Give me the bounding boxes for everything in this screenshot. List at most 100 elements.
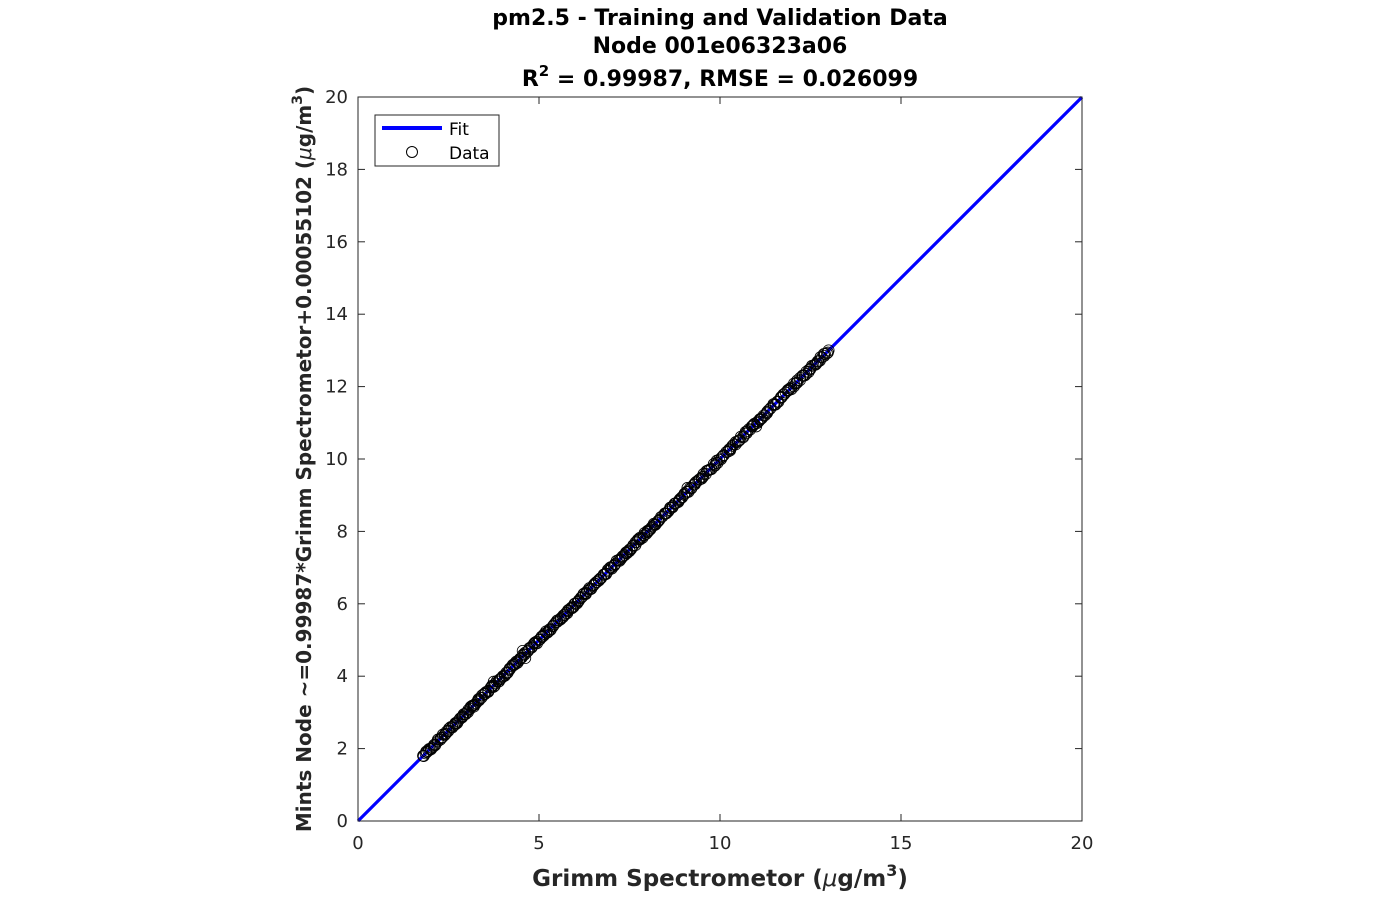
y-tick-label: 2 <box>337 739 348 760</box>
data-point <box>548 618 561 631</box>
data-point <box>797 369 810 382</box>
y-axis-label-mu: μ <box>292 147 316 161</box>
data-point <box>822 344 835 357</box>
data-point <box>688 478 701 491</box>
data-point <box>536 630 549 643</box>
data-point <box>630 536 643 549</box>
data-point <box>504 663 516 675</box>
x-tick-label: 15 <box>890 833 913 854</box>
legend-box <box>374 114 500 167</box>
plot-frame <box>357 96 1083 822</box>
data-point <box>547 619 560 632</box>
data-point <box>703 463 716 476</box>
data-point <box>750 420 763 433</box>
data-point <box>681 485 694 498</box>
data-point <box>638 529 650 541</box>
legend: Fit Data <box>374 114 500 167</box>
data-point <box>482 684 495 697</box>
y-tick-label: 10 <box>325 449 348 470</box>
data-point <box>591 576 603 588</box>
data-point <box>768 398 781 411</box>
data-point <box>605 561 618 574</box>
data-point <box>475 692 487 704</box>
data-point <box>431 735 444 748</box>
data-point <box>667 500 679 512</box>
data-point <box>580 587 592 599</box>
data-point <box>775 391 788 404</box>
x-axis-label: Grimm Spectrometor (μg/m3) <box>532 861 908 892</box>
data-point <box>576 590 589 603</box>
data-point <box>616 550 629 563</box>
data-point <box>551 616 563 628</box>
data-point <box>598 568 611 581</box>
data-point <box>739 427 752 440</box>
data-point <box>696 471 708 484</box>
data-point <box>594 572 607 585</box>
x-axis-label-suffix: ) <box>897 866 908 892</box>
data-point <box>529 637 542 650</box>
data-point <box>515 652 527 664</box>
data-point <box>511 655 524 668</box>
data-point <box>782 384 795 397</box>
y-axis-label-prefix: Mints Node ~=0.99987*Grimm Spectrometor+… <box>292 160 316 832</box>
y-tick-label: 6 <box>337 594 348 615</box>
data-point <box>478 688 491 701</box>
data-point <box>519 652 532 664</box>
y-tick-label: 0 <box>337 811 348 832</box>
data-point <box>710 456 723 469</box>
data-point <box>428 739 440 751</box>
data-point <box>525 641 538 654</box>
data-point <box>641 525 654 538</box>
data-point <box>565 601 578 614</box>
data-point <box>648 518 661 531</box>
y-axis-label-sup: 3 <box>290 95 306 105</box>
x-axis-label-mu: μ <box>822 866 838 892</box>
data-point <box>659 507 672 520</box>
data-point <box>562 605 574 617</box>
data-point <box>761 406 773 418</box>
data-point <box>420 746 433 759</box>
data-point <box>724 442 737 455</box>
data-point <box>627 539 640 552</box>
data-point <box>486 681 498 693</box>
x-tick-label: 5 <box>533 833 544 854</box>
data-point <box>790 377 802 389</box>
legend-data-marker <box>406 146 418 158</box>
data-point <box>417 749 430 762</box>
data-point <box>601 565 614 578</box>
data-point <box>681 482 694 494</box>
data-point <box>554 612 567 625</box>
data-point <box>609 558 621 570</box>
data-point <box>804 362 817 375</box>
data-point <box>587 579 600 592</box>
data-point <box>619 547 632 560</box>
data-point <box>496 670 509 683</box>
y-axis-label: Mints Node ~=0.99987*Grimm Spectrometor+… <box>290 86 316 832</box>
data-point <box>507 659 520 672</box>
data-point <box>460 706 473 719</box>
data-point <box>811 355 824 368</box>
data-point <box>493 673 506 686</box>
data-point <box>569 597 582 610</box>
y-tick-label: 14 <box>325 304 348 325</box>
data-point <box>623 543 636 556</box>
data-point <box>442 724 455 737</box>
y-tick-label: 20 <box>325 87 348 108</box>
data-point <box>664 502 677 515</box>
data-point <box>540 626 553 639</box>
data-point <box>471 695 484 708</box>
legend-fit-label: Fit <box>449 120 469 140</box>
data-point <box>467 699 480 712</box>
y-tick-label: 8 <box>337 521 348 542</box>
data-point <box>522 644 535 657</box>
data-point <box>487 675 500 688</box>
data-point <box>583 583 596 596</box>
plot-axes: 0 5 10 15 20 0 2 4 6 8 10 12 14 16 18 20 <box>325 87 1093 854</box>
data-point <box>435 731 448 744</box>
data-point <box>717 449 730 462</box>
y-tick-labels: 0 2 4 6 8 10 12 14 16 18 20 <box>325 87 348 832</box>
chart-title-line-1: pm2.5 - Training and Validation Data <box>492 6 947 31</box>
data-point <box>464 702 477 715</box>
data-point <box>732 434 744 447</box>
